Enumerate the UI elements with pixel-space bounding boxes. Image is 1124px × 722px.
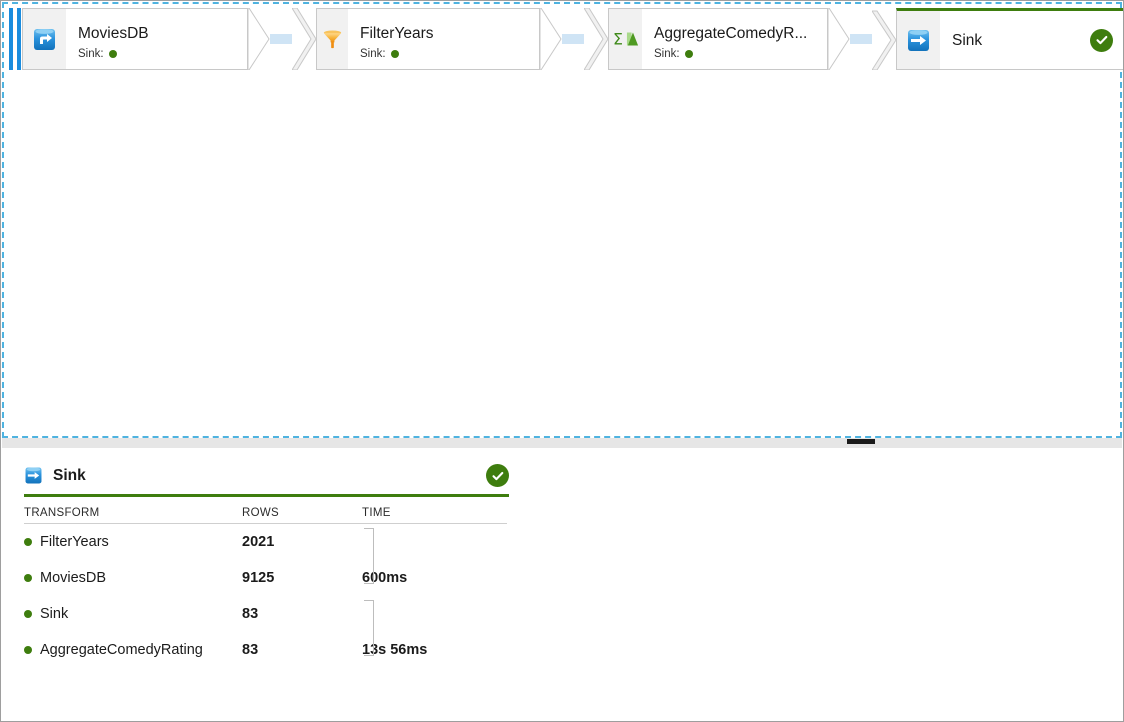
time-value: 13s 56ms xyxy=(362,642,428,658)
sink-database-icon xyxy=(896,8,940,70)
graph-node-lead-chevron xyxy=(584,8,608,70)
graph-connector xyxy=(270,8,292,70)
graph-node-arrow xyxy=(828,8,850,70)
graph-node-subtitle-label: Sink: xyxy=(78,47,104,60)
graph-node-subtitle-label: Sink: xyxy=(360,47,386,60)
cell-rows: 83 xyxy=(242,642,259,658)
graph-node-body: Sink xyxy=(940,8,1123,70)
row-status-dot xyxy=(24,646,32,654)
graph-node-subtitle: Sink: xyxy=(78,46,235,62)
cell-time xyxy=(362,596,507,632)
svg-text:Σ: Σ xyxy=(613,30,623,49)
detail-panel-title: Sink xyxy=(53,466,86,484)
table-row[interactable]: AggregateComedyRating 83 13s 56ms xyxy=(24,626,507,668)
cell-transform: AggregateComedyRating xyxy=(24,632,242,668)
source-database-icon xyxy=(22,8,66,70)
graph-node-title: Sink xyxy=(952,31,983,49)
time-group-bracket-top xyxy=(364,528,374,558)
graph-node-subtitle-label: Sink: xyxy=(654,47,680,60)
graph-node-source[interactable]: MoviesDB Sink: xyxy=(22,8,270,70)
graph-node-status-dot xyxy=(108,49,117,58)
aggregate-sigma-icon: Σ xyxy=(608,8,642,70)
graph-node-lead-chevron xyxy=(872,8,896,70)
graph-node-status-dot xyxy=(390,49,399,58)
column-header-transform: TRANSFORM xyxy=(24,507,242,524)
transform-name: AggregateComedyRating xyxy=(40,642,203,658)
splitter-grip-handle[interactable] xyxy=(847,439,875,444)
row-status-dot xyxy=(24,610,32,618)
time-group-bracket-bottom xyxy=(364,626,374,656)
sink-database-icon xyxy=(24,466,43,485)
graph-node-lead-chevron xyxy=(292,8,316,70)
graph-node-status-dot xyxy=(684,49,693,58)
graph-node-subtitle: Sink: xyxy=(360,46,527,62)
transform-name: Sink xyxy=(40,606,69,622)
graph-node-title: AggregateComedyR... xyxy=(654,24,808,42)
graph-node-title: FilterYears xyxy=(360,24,434,42)
time-group-bracket-bottom xyxy=(364,554,374,584)
column-header-time: TIME xyxy=(362,507,507,524)
graph-node-sink[interactable]: Sink xyxy=(872,8,1123,70)
detail-panel-rule xyxy=(24,494,509,497)
graph-connector xyxy=(562,8,584,70)
graph-node-body: MoviesDB Sink: xyxy=(66,8,248,70)
cell-time: 600ms xyxy=(362,554,507,596)
graph-node-subtitle: Sink: xyxy=(654,46,815,62)
column-header-rows: ROWS xyxy=(242,507,362,524)
transform-name: MoviesDB xyxy=(40,570,107,586)
cell-time: 13s 56ms xyxy=(362,626,507,668)
cell-rows: 9125 xyxy=(242,570,275,586)
node-detail-panel: Sink TRANSFORM ROWS TIME xyxy=(2,448,1122,721)
success-check-icon xyxy=(1090,28,1113,52)
cell-transform: FilterYears xyxy=(24,524,242,561)
graph-node-body: FilterYears Sink: xyxy=(348,8,540,70)
graph-node-aggregate[interactable]: Σ AggregateComedyR... Sink: xyxy=(584,8,850,70)
panel-splitter[interactable] xyxy=(2,438,1122,448)
cell-rows: 83 xyxy=(242,606,259,622)
cell-rows: 2021 xyxy=(242,534,275,550)
time-group-bracket-top xyxy=(364,600,374,630)
filter-funnel-icon xyxy=(316,8,348,70)
graph-node-filter[interactable]: FilterYears Sink: xyxy=(292,8,562,70)
detail-panel-header: Sink xyxy=(24,464,509,494)
cell-time xyxy=(362,524,507,561)
graph-connector xyxy=(850,8,872,70)
row-status-dot xyxy=(24,538,32,546)
table-row[interactable]: Sink 83 xyxy=(24,596,507,632)
table-row[interactable]: FilterYears 2021 xyxy=(24,524,507,561)
metrics-header-row: TRANSFORM ROWS TIME xyxy=(24,507,507,524)
graph-node-title: MoviesDB xyxy=(78,24,149,42)
cell-transform: Sink xyxy=(24,596,242,632)
graph-node-arrow xyxy=(248,8,270,70)
data-flow-canvas[interactable]: MoviesDB Sink: xyxy=(2,2,1123,438)
table-row[interactable]: MoviesDB 9125 600ms xyxy=(24,554,507,596)
graph-node-body: AggregateComedyR... Sink: xyxy=(642,8,828,70)
transform-name: FilterYears xyxy=(40,534,109,550)
graph-node-arrow xyxy=(540,8,562,70)
metrics-table: TRANSFORM ROWS TIME FilterYears 202 xyxy=(24,507,507,668)
cell-transform: MoviesDB xyxy=(24,560,242,596)
success-check-icon xyxy=(486,464,509,487)
graph-left-rail xyxy=(8,8,22,70)
row-status-dot xyxy=(24,574,32,582)
data-flow-graph: MoviesDB Sink: xyxy=(8,8,1123,70)
